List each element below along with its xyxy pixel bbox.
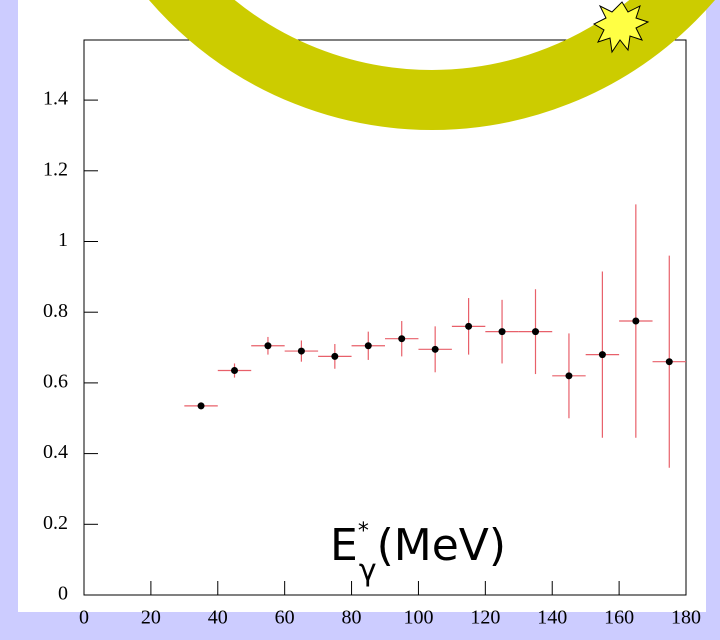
data-point — [465, 322, 473, 330]
data-point — [398, 335, 406, 343]
data-point — [565, 372, 573, 380]
x-tick-label: 20 — [141, 607, 161, 629]
y-tick-label: 1.4 — [43, 88, 68, 110]
data-point — [197, 402, 205, 410]
x-tick-label: 140 — [537, 607, 567, 629]
y-tick-label: 0 — [58, 583, 68, 605]
annotation-sup: * — [358, 519, 369, 544]
data-point — [632, 317, 640, 325]
data-point — [264, 342, 272, 350]
annotation-sub: γ — [359, 553, 377, 588]
starburst — [592, 1, 650, 54]
x-tick-label: 180 — [671, 607, 701, 629]
x-tick-label: 100 — [403, 607, 433, 629]
data-point — [498, 328, 506, 336]
x-tick-label: 40 — [208, 607, 228, 629]
x-tick-label: 80 — [342, 607, 362, 629]
y-tick-label: 0.2 — [43, 512, 68, 534]
x-tick-label: 60 — [275, 607, 295, 629]
annotation-unit: (MeV) — [377, 520, 506, 571]
annotation: E* γ(MeV) — [330, 519, 506, 588]
data-point — [364, 342, 372, 350]
axes-frame — [83, 39, 687, 596]
x-tick-label: 120 — [470, 607, 500, 629]
annotation-base: E — [330, 520, 358, 571]
decorative-ring — [149, 0, 715, 130]
y-tick-label: 0.4 — [43, 441, 68, 463]
data-point — [598, 351, 606, 359]
data-point — [532, 328, 539, 336]
data-point — [665, 358, 673, 366]
y-tick-label: 0.8 — [43, 300, 68, 322]
data-point — [231, 367, 238, 375]
data-point — [331, 352, 339, 360]
y-tick-label: 1 — [58, 229, 68, 251]
data-point — [431, 345, 439, 353]
y-tick-label: 0.6 — [43, 370, 68, 392]
x-tick-label: 0 — [79, 607, 89, 629]
y-tick-label: 1.2 — [43, 158, 68, 180]
x-tick-label: 160 — [604, 607, 634, 629]
data-point — [297, 347, 305, 355]
